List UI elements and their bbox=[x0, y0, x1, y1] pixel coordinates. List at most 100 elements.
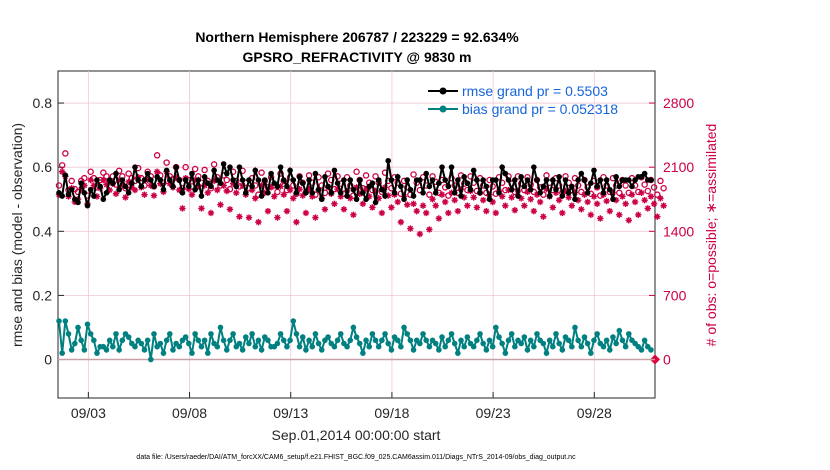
obs-assimilated-point bbox=[530, 207, 538, 215]
rmse-point bbox=[388, 177, 395, 183]
obs-assimilated-point bbox=[87, 176, 94, 184]
y-left-tick-label: 0.2 bbox=[33, 287, 53, 303]
obs-possible-point bbox=[616, 189, 623, 197]
rmse-point bbox=[350, 186, 357, 193]
obs-assimilated-point bbox=[350, 211, 357, 219]
bias-point bbox=[265, 337, 271, 344]
legend-bias-label: bias grand pr = 0.052318 bbox=[462, 101, 618, 117]
obs-assimilated-point bbox=[115, 176, 123, 184]
obs-assimilated-point bbox=[489, 198, 496, 206]
obs-assimilated-point bbox=[166, 180, 174, 187]
obs-assimilated-point bbox=[312, 214, 319, 221]
bias-point bbox=[372, 337, 379, 344]
rmse-point bbox=[404, 177, 411, 183]
bias-point bbox=[379, 337, 385, 344]
obs-possible-point bbox=[657, 177, 664, 185]
rmse-point bbox=[581, 177, 588, 183]
obs-possible-point bbox=[372, 173, 379, 180]
bias-point bbox=[426, 343, 433, 350]
obs-assimilated-point bbox=[353, 184, 360, 191]
bias-point bbox=[296, 343, 303, 350]
obs-possible-point bbox=[125, 170, 132, 177]
rmse-point bbox=[78, 180, 84, 187]
bias-point bbox=[540, 340, 547, 347]
obs-possible-point bbox=[426, 191, 433, 198]
bias-point bbox=[287, 337, 293, 344]
bias-point bbox=[546, 337, 553, 344]
rmse-point bbox=[616, 183, 623, 190]
rmse-point bbox=[477, 190, 483, 196]
rmse-point bbox=[502, 170, 509, 177]
rmse-point bbox=[284, 183, 290, 190]
rmse-point bbox=[258, 193, 265, 199]
bias-point bbox=[334, 337, 341, 344]
obs-assimilated-point bbox=[214, 186, 221, 194]
rmse-point bbox=[575, 177, 581, 183]
bias-point bbox=[62, 318, 69, 324]
obs-assimilated-point bbox=[334, 185, 341, 193]
bias-point bbox=[407, 337, 414, 344]
bias-point bbox=[59, 350, 65, 356]
obs-assimilated-point bbox=[654, 213, 661, 220]
obs-possible-point bbox=[191, 165, 199, 173]
bias-point bbox=[638, 347, 645, 353]
bias-point bbox=[230, 331, 236, 337]
obs-assimilated-point bbox=[239, 182, 246, 189]
rmse-point bbox=[410, 193, 417, 199]
bias-point bbox=[477, 331, 483, 337]
bias-point bbox=[220, 337, 227, 344]
rmse-point bbox=[94, 177, 100, 183]
rmse-point bbox=[486, 196, 493, 203]
bias-point bbox=[455, 350, 461, 356]
x-axis: 09/03 09/08 09/13 09/18 09/23 09/28 bbox=[71, 392, 612, 421]
rmse-point bbox=[597, 177, 604, 183]
obs-assimilated-point bbox=[650, 200, 658, 208]
rmse-point bbox=[512, 177, 518, 183]
rmse-point bbox=[629, 183, 635, 190]
x-tick-label: 09/23 bbox=[476, 405, 511, 421]
rmse-point bbox=[394, 173, 401, 180]
bias-point bbox=[625, 331, 632, 337]
obs-assimilated-point bbox=[631, 198, 639, 206]
bias-point bbox=[91, 337, 97, 344]
y-left-tick-label: 0 bbox=[44, 352, 52, 368]
obs-assimilated-point bbox=[419, 202, 427, 209]
obs-assimilated-point bbox=[527, 196, 534, 203]
bias-point bbox=[312, 331, 319, 337]
rmse-point bbox=[211, 167, 217, 174]
rmse-point bbox=[337, 190, 344, 196]
obs-assimilated-point bbox=[498, 193, 506, 200]
bias-point bbox=[277, 331, 284, 337]
bias-point bbox=[176, 343, 183, 350]
series-bias bbox=[56, 318, 654, 363]
rmse-point bbox=[382, 193, 388, 199]
bias-point bbox=[103, 347, 110, 353]
bias-point bbox=[404, 331, 411, 337]
obs-assimilated-point bbox=[296, 185, 303, 193]
bias-point bbox=[239, 347, 246, 353]
obs-assimilated-point bbox=[217, 201, 224, 208]
obs-assimilated-point bbox=[508, 194, 515, 201]
obs-assimilated-point bbox=[283, 207, 291, 215]
bias-point bbox=[72, 340, 78, 347]
rmse-point bbox=[242, 190, 249, 196]
rmse-point bbox=[467, 186, 474, 193]
bias-point bbox=[569, 343, 575, 350]
obs-assimilated-point bbox=[543, 185, 550, 193]
rmse-point bbox=[591, 167, 597, 174]
obs-assimilated-point bbox=[309, 193, 316, 200]
rmse-point bbox=[192, 186, 198, 193]
bias-point bbox=[493, 324, 499, 331]
obs-assimilated-point bbox=[179, 205, 186, 212]
rmse-point bbox=[163, 167, 170, 174]
bias-point bbox=[208, 331, 214, 337]
series-rmse bbox=[56, 157, 654, 209]
rmse-point bbox=[401, 196, 407, 203]
y-right-tick-label: 0 bbox=[663, 352, 671, 368]
rmse-point bbox=[347, 177, 354, 183]
obs-assimilated-point bbox=[397, 218, 405, 226]
rmse-point bbox=[439, 164, 445, 170]
obs-possible-point bbox=[650, 184, 658, 191]
obs-assimilated-point bbox=[641, 196, 648, 204]
rmse-point bbox=[265, 190, 271, 196]
